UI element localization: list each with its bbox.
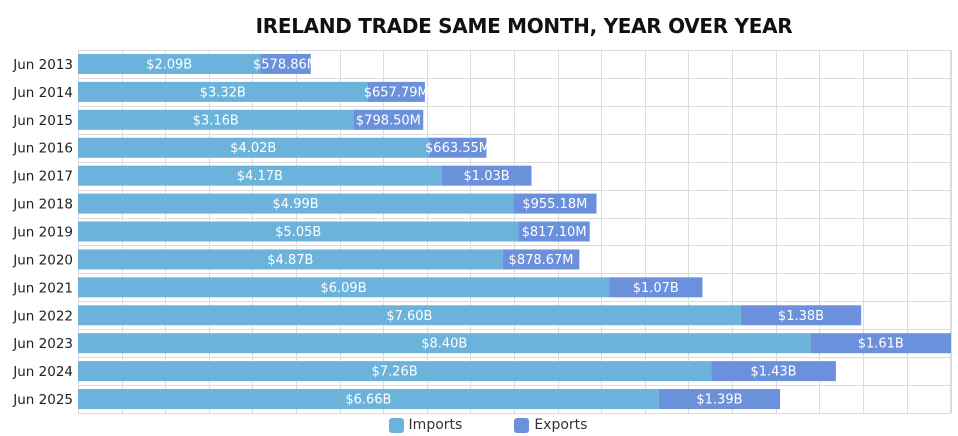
bar-imports[interactable]	[78, 277, 610, 298]
y-tick-label: Jun 2025	[12, 392, 73, 408]
data-label-imports: $6.66B	[345, 393, 391, 408]
bar-imports[interactable]	[78, 333, 811, 354]
data-label-exports: $1.07B	[633, 281, 679, 296]
bar-imports[interactable]	[78, 305, 741, 326]
data-label-exports: $663.55M	[425, 141, 490, 156]
data-label-imports: $4.87B	[267, 253, 313, 268]
legend-swatch-imports	[388, 417, 404, 433]
bar-exports[interactable]	[518, 221, 590, 242]
bar-exports[interactable]	[513, 193, 597, 214]
data-label-exports: $657.79M	[364, 85, 429, 100]
data-label-exports: $1.43B	[750, 365, 796, 380]
bar-exports[interactable]	[658, 389, 781, 410]
data-label-exports: $1.61B	[858, 337, 904, 352]
data-label-imports: $7.26B	[372, 365, 418, 380]
data-label-imports: $3.16B	[193, 113, 239, 128]
data-label-imports: $4.17B	[237, 169, 283, 184]
bar-imports[interactable]	[78, 165, 442, 186]
bar-imports[interactable]	[78, 361, 712, 382]
bar-exports[interactable]	[367, 81, 425, 102]
data-label-imports: $7.60B	[386, 309, 432, 324]
bar-exports[interactable]	[711, 361, 836, 382]
legend: Imports Exports	[0, 417, 958, 433]
bar-imports[interactable]	[78, 81, 368, 102]
y-tick-label: Jun 2013	[12, 57, 73, 73]
data-label-exports: $1.39B	[696, 393, 742, 408]
y-tick-label: Jun 2015	[12, 113, 73, 129]
bar-exports[interactable]	[502, 249, 580, 270]
y-tick-label: Jun 2024	[12, 364, 73, 380]
legend-item-imports[interactable]: Imports	[388, 417, 463, 433]
bar-exports[interactable]	[810, 333, 951, 354]
data-label-imports: $6.09B	[320, 281, 366, 296]
data-label-imports: $5.05B	[275, 225, 321, 240]
bar-imports[interactable]	[78, 193, 514, 214]
bar-imports[interactable]	[78, 137, 429, 158]
legend-label-exports: Exports	[534, 417, 588, 433]
data-label-imports: $4.02B	[230, 141, 276, 156]
data-label-exports: $798.50M	[356, 113, 421, 128]
data-label-imports: $3.32B	[200, 85, 246, 100]
data-label-imports: $8.40B	[421, 337, 467, 352]
y-tick-label: Jun 2022	[12, 308, 73, 324]
bar-exports[interactable]	[609, 277, 703, 298]
bar-imports[interactable]	[78, 221, 519, 242]
data-label-imports: $2.09B	[146, 57, 192, 72]
data-label-exports: $817.10M	[522, 225, 587, 240]
bars: $2.09B $578.86M $3.32B $657.79M $3.16B $798.5…	[78, 53, 951, 410]
bar-exports[interactable]	[260, 53, 311, 74]
bar-imports[interactable]	[78, 249, 503, 270]
bar-imports[interactable]	[78, 53, 261, 74]
y-tick-label: Jun 2020	[12, 252, 73, 268]
y-tick-label: Jun 2023	[12, 336, 73, 352]
y-tick-label: Jun 2021	[12, 280, 73, 296]
y-tick-label: Jun 2019	[12, 225, 73, 241]
bar-exports[interactable]	[740, 305, 862, 326]
bar-exports[interactable]	[441, 165, 532, 186]
bar-exports[interactable]	[353, 109, 424, 130]
data-label-exports: $1.03B	[464, 169, 510, 184]
legend-swatch-exports	[514, 417, 530, 433]
data-label-exports: $578.86M	[253, 57, 318, 72]
y-tick-label: Jun 2017	[12, 169, 73, 185]
data-label-exports: $1.38B	[778, 309, 824, 324]
y-tick-label: Jun 2018	[12, 197, 73, 213]
legend-label-imports: Imports	[408, 417, 463, 433]
y-axis-labels: Jun 2013 Jun 2014 Jun 2015 Jun 2016 Jun 2017…	[12, 57, 73, 408]
data-label-exports: $878.67M	[509, 253, 574, 268]
chart-title: IRELAND TRADE SAME MONTH, YEAR OVER YEAR	[255, 14, 793, 38]
data-label-imports: $4.99B	[273, 197, 319, 212]
y-tick-label: Jun 2016	[12, 141, 73, 157]
bar-exports[interactable]	[428, 137, 487, 158]
bar-imports[interactable]	[78, 389, 659, 410]
legend-item-exports[interactable]: Exports	[514, 417, 587, 433]
data-label-exports: $955.18M	[522, 197, 587, 212]
bar-imports[interactable]	[78, 109, 354, 130]
y-tick-label: Jun 2014	[12, 85, 73, 101]
